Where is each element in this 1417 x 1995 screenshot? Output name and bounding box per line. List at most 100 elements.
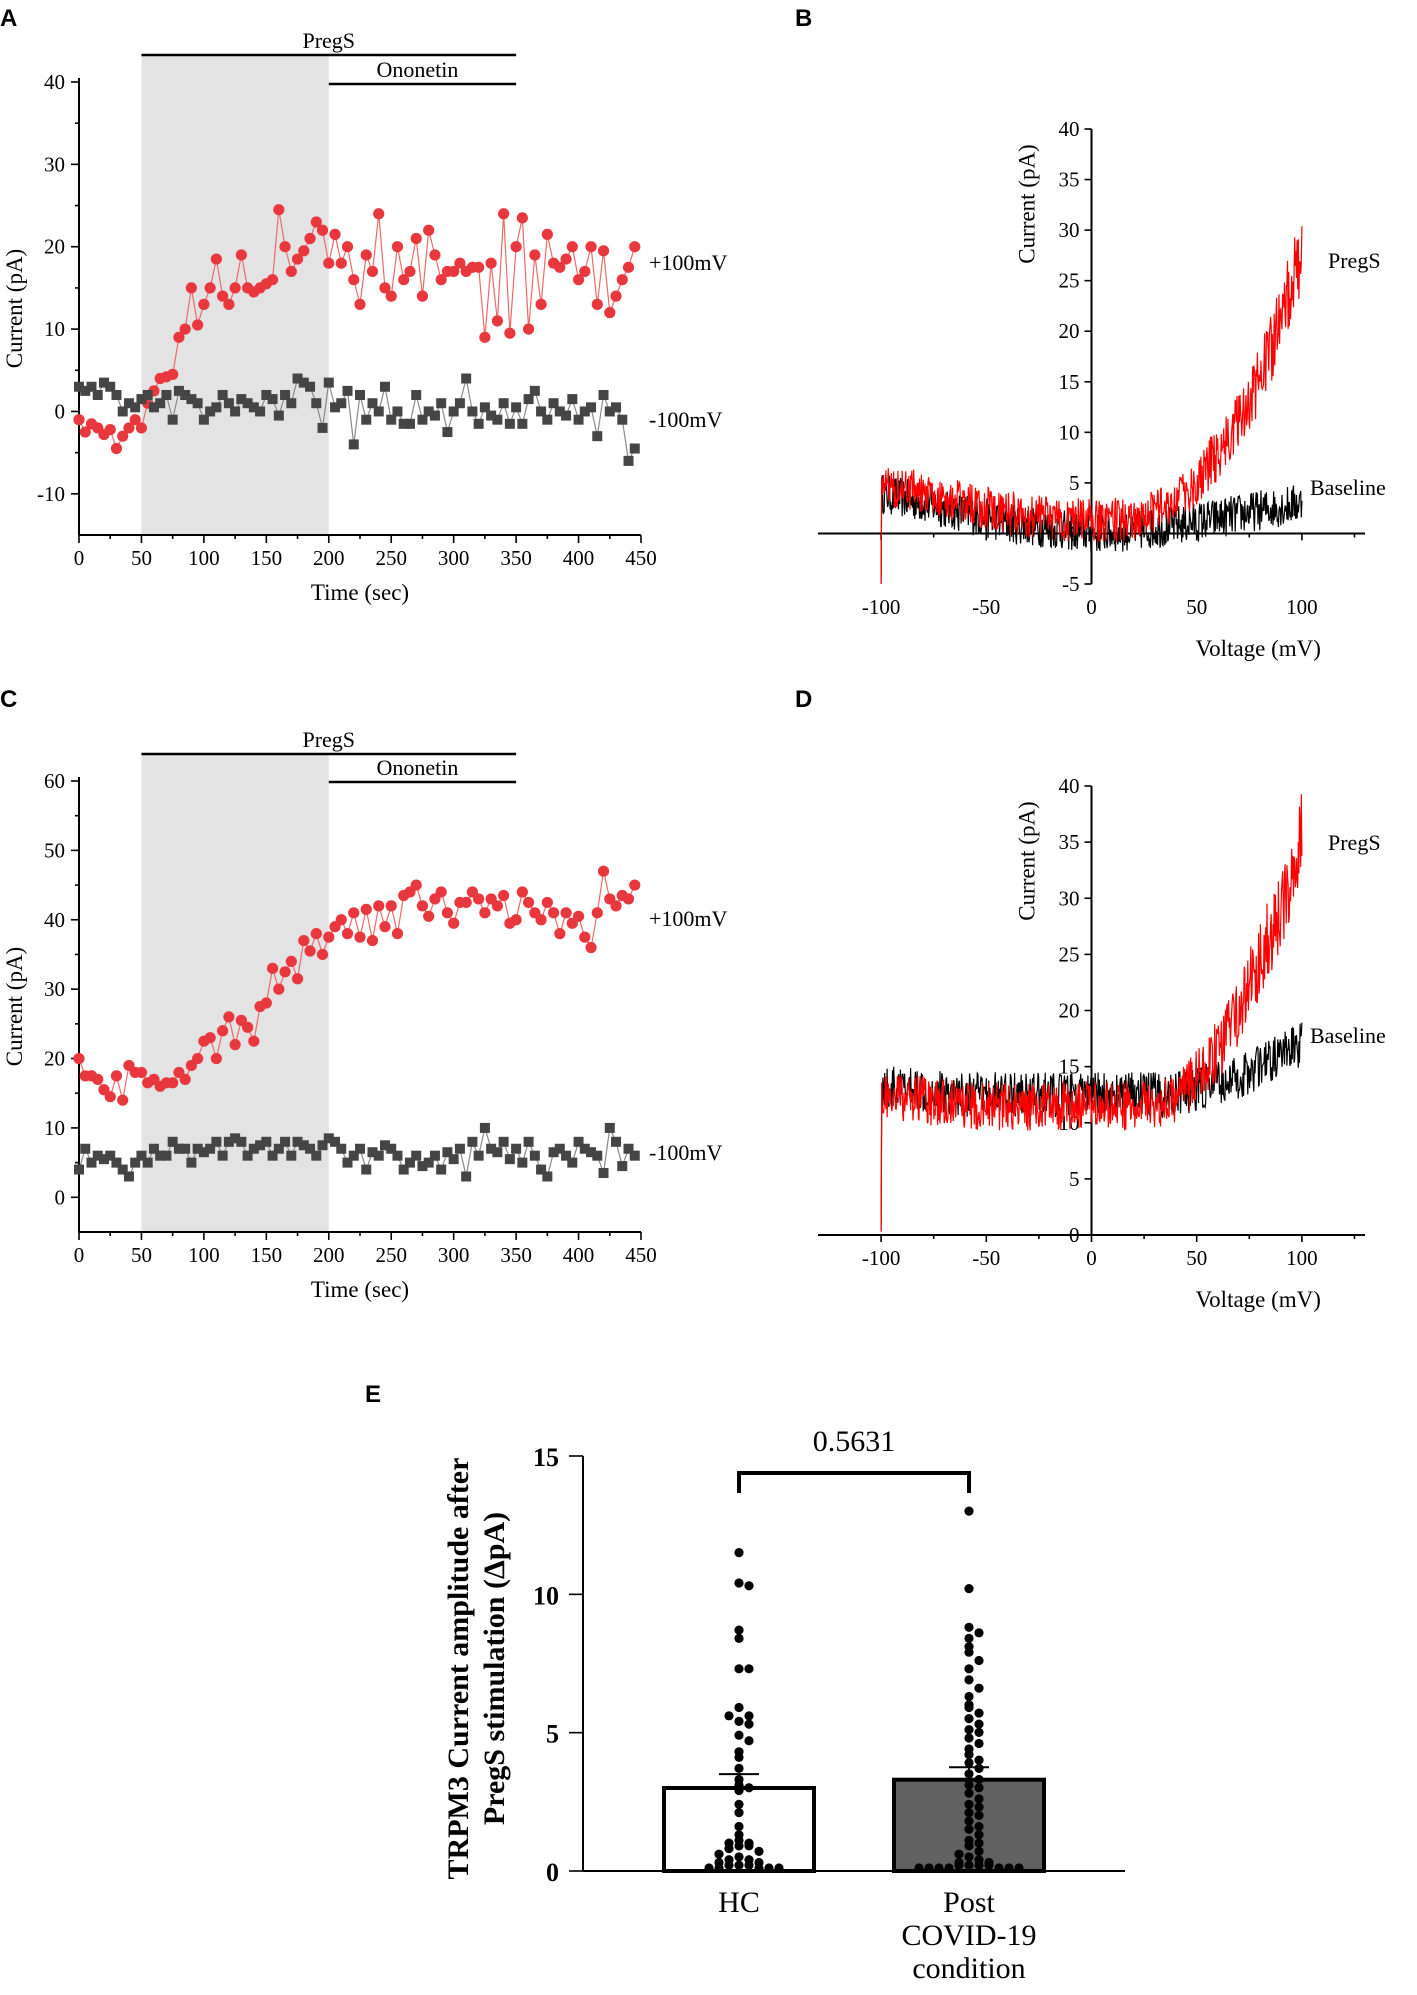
data-point <box>623 1143 634 1154</box>
data-point <box>436 398 447 409</box>
data-point <box>964 1633 974 1643</box>
category-label: HC <box>718 1886 760 1919</box>
data-point <box>186 394 197 405</box>
x-axis-label: Time (sec) <box>311 580 409 605</box>
data-point <box>734 1752 744 1762</box>
data-point <box>954 1849 964 1859</box>
x-axis-label: Voltage (mV) <box>1196 636 1321 661</box>
data-point <box>964 1506 974 1516</box>
data-point <box>604 307 616 319</box>
data-point <box>517 418 528 429</box>
series-label-pregs: PregS <box>1328 830 1381 855</box>
x-axis-label: Time (sec) <box>311 1277 409 1302</box>
data-point <box>579 931 591 943</box>
category-label: condition <box>912 1952 1025 1985</box>
data-point <box>585 941 597 954</box>
data-point <box>486 410 497 421</box>
data-point <box>479 331 491 343</box>
data-point <box>348 907 360 919</box>
data-point <box>914 1863 924 1873</box>
data-point <box>1014 1863 1024 1873</box>
data-point <box>123 398 134 409</box>
data-point <box>623 455 634 466</box>
data-point <box>74 1164 84 1175</box>
x-tick-label: 200 <box>313 1243 345 1267</box>
y-tick-label: 30 <box>1059 218 1080 242</box>
data-point <box>964 1758 974 1768</box>
data-point <box>734 1785 744 1796</box>
data-point <box>117 1164 128 1175</box>
data-point <box>298 1140 309 1151</box>
data-point <box>335 257 347 269</box>
data-point <box>236 1136 247 1147</box>
data-point <box>316 224 329 236</box>
data-point <box>373 900 385 912</box>
x-tick-label: -100 <box>862 1246 901 1270</box>
x-tick-label: 50 <box>1186 595 1207 619</box>
trace-baseline <box>880 1022 1303 1232</box>
data-point <box>167 1077 179 1089</box>
panel-E: E 0 5 10 15 TRPM3 Current amplitude after Preg… <box>365 1381 1125 1985</box>
x-axis-label: Voltage (mV) <box>1196 1287 1321 1312</box>
y-tick-label: 10 <box>44 317 65 341</box>
x-tick-label: 100 <box>1286 595 1318 619</box>
data-point <box>592 431 603 442</box>
data-point <box>135 1066 148 1079</box>
data-point <box>192 319 204 331</box>
data-point <box>541 228 553 240</box>
data-point <box>105 381 116 392</box>
data-point <box>342 1157 353 1168</box>
data-point <box>454 257 466 269</box>
drug-label-pregs: PregS <box>302 727 355 752</box>
data-point <box>598 1168 609 1179</box>
data-point <box>454 1143 465 1154</box>
data-point <box>223 1136 234 1147</box>
data-point <box>724 1711 734 1721</box>
x-tick-label: 0 <box>1086 595 1097 619</box>
data-point <box>964 1583 974 1594</box>
data-point <box>273 410 284 421</box>
data-point <box>267 1150 278 1161</box>
data-point <box>560 253 572 265</box>
y-tick-label: 40 <box>44 908 65 932</box>
data-point <box>360 249 372 261</box>
data-point <box>734 1633 744 1643</box>
data-point <box>261 389 272 400</box>
data-point <box>305 1143 316 1154</box>
x-tick-label: 0 <box>1086 1246 1097 1270</box>
data-point <box>404 1157 415 1168</box>
data-point <box>104 423 116 436</box>
data-point <box>417 414 428 425</box>
y-tick-label: 20 <box>1059 319 1080 343</box>
data-point <box>180 389 191 400</box>
x-tick-label: -50 <box>972 1246 1000 1270</box>
data-point <box>442 1147 453 1158</box>
data-point <box>105 1150 116 1161</box>
data-point <box>754 1846 764 1856</box>
data-point <box>724 1860 734 1870</box>
panel-B: B-100 -50 0 50 100-50510152025303540Voltage … <box>795 5 1386 661</box>
data-point <box>597 865 610 877</box>
data-point <box>598 389 609 400</box>
data-point <box>210 253 222 265</box>
data-point <box>435 274 447 286</box>
data-point <box>117 406 128 417</box>
data-point <box>317 422 328 433</box>
y-tick-label: 10 <box>1059 420 1080 444</box>
data-point <box>974 1838 984 1848</box>
data-point <box>416 900 429 912</box>
data-point <box>286 398 297 409</box>
data-point <box>974 1821 984 1832</box>
data-point <box>92 1150 103 1161</box>
data-point <box>734 1808 744 1818</box>
data-point <box>211 1136 222 1147</box>
data-point <box>611 1136 622 1147</box>
x-tick-label: 300 <box>438 1243 470 1267</box>
data-point <box>429 410 440 421</box>
data-point <box>379 1140 390 1151</box>
series-label-plus100mv: +100mV <box>649 250 728 275</box>
y-tick-label: 30 <box>44 977 65 1001</box>
data-point <box>104 1091 116 1103</box>
data-point <box>744 1860 754 1870</box>
data-point <box>167 1136 178 1147</box>
